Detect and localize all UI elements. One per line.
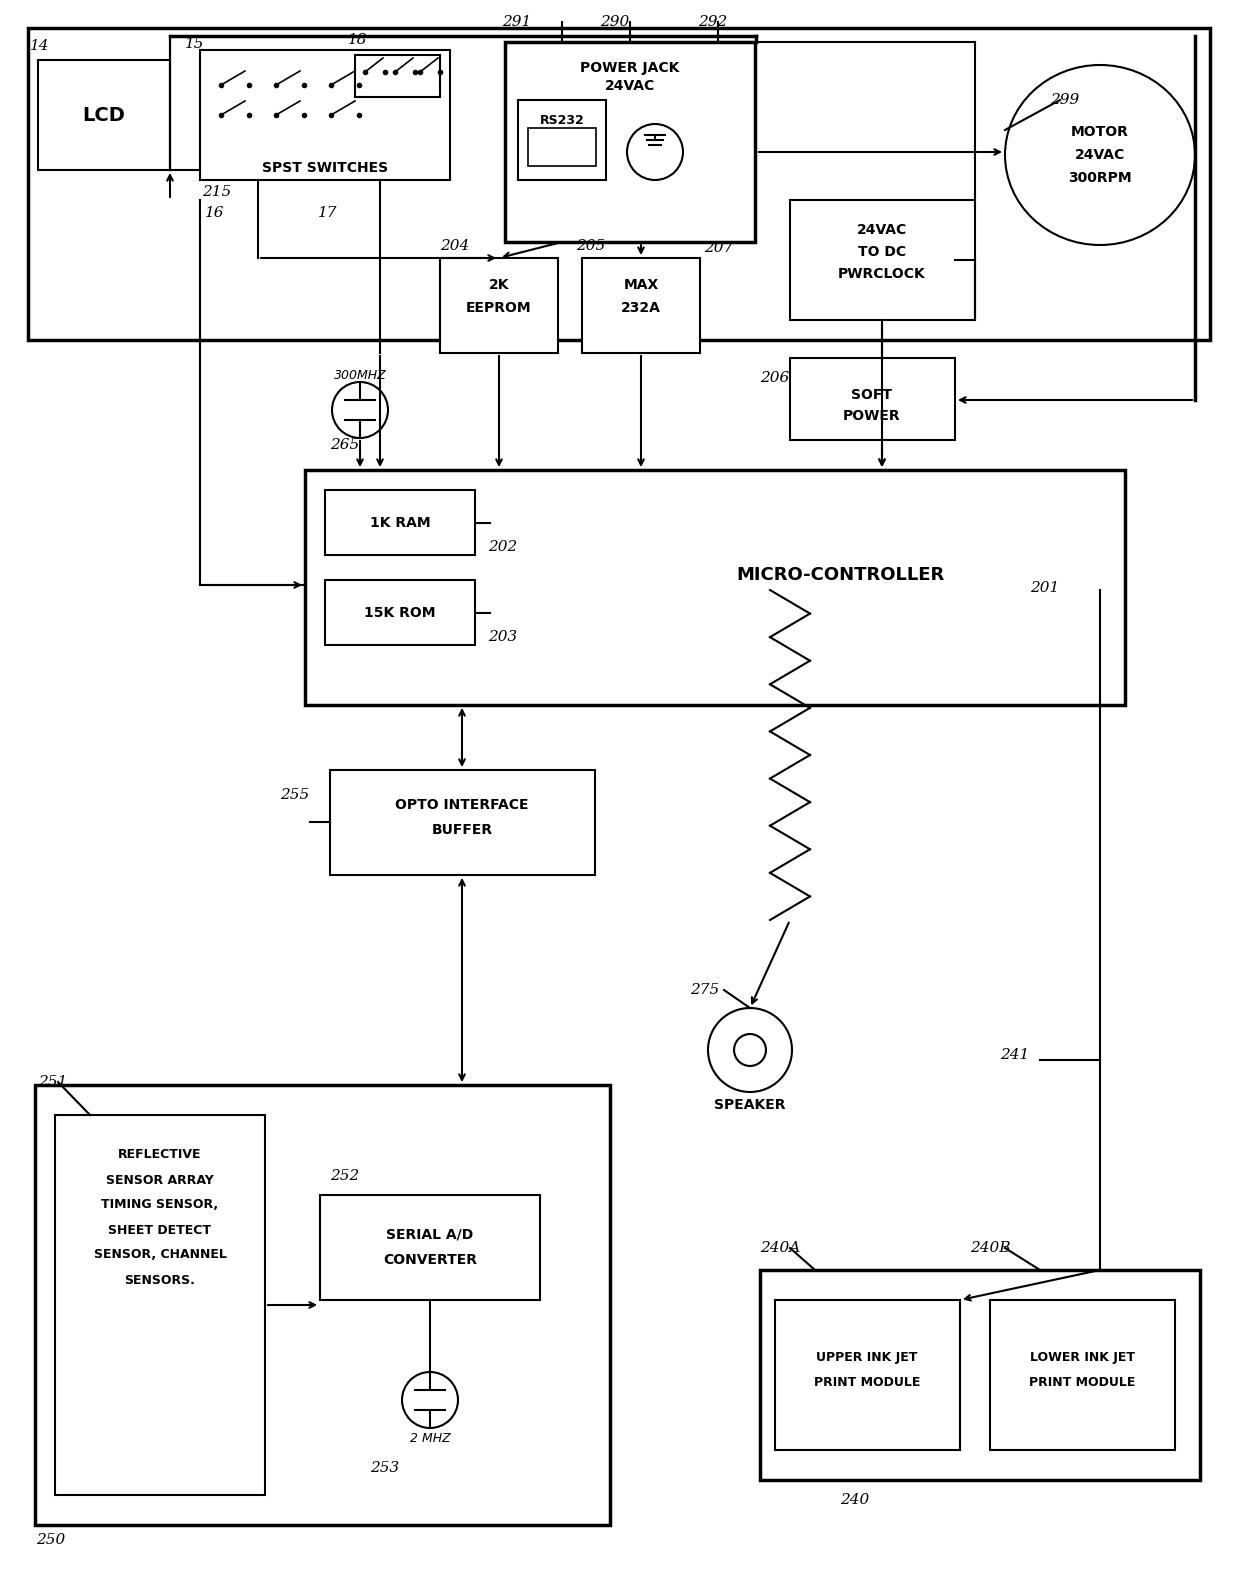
Bar [325, 490, 475, 555]
Text: POWER JACK: POWER JACK [580, 61, 680, 76]
Bar [330, 771, 595, 875]
Text: SENSOR, CHANNEL: SENSOR, CHANNEL [93, 1248, 227, 1261]
Text: 253: 253 [370, 1461, 399, 1475]
Bar [320, 1195, 539, 1300]
Text: LOWER INK JET: LOWER INK JET [1029, 1352, 1135, 1365]
Bar [790, 200, 975, 320]
Bar [760, 1270, 1200, 1480]
Text: 203: 203 [489, 630, 517, 645]
Text: 265: 265 [330, 438, 360, 452]
Bar [440, 258, 558, 353]
Text: 24VAC: 24VAC [605, 79, 655, 93]
Bar [325, 580, 475, 645]
Text: SOFT: SOFT [852, 388, 893, 402]
Text: 24VAC: 24VAC [857, 222, 908, 236]
Text: 17: 17 [317, 206, 337, 221]
Text: TO DC: TO DC [858, 244, 906, 258]
Text: 15K ROM: 15K ROM [365, 607, 435, 619]
Text: 251: 251 [38, 1075, 67, 1089]
Text: 202: 202 [489, 541, 517, 555]
Bar [505, 43, 755, 243]
Text: 300MHZ: 300MHZ [334, 369, 387, 381]
Bar [518, 99, 606, 180]
Text: PWRCLOCK: PWRCLOCK [838, 266, 926, 281]
Text: 206: 206 [760, 370, 789, 385]
Bar [305, 470, 1125, 704]
Text: PRINT MODULE: PRINT MODULE [1029, 1376, 1135, 1388]
Text: CONVERTER: CONVERTER [383, 1253, 477, 1267]
Text: 16: 16 [205, 206, 224, 221]
Bar [55, 1114, 265, 1496]
Ellipse shape [1004, 65, 1195, 244]
Text: 241: 241 [999, 1048, 1029, 1062]
Text: 207: 207 [704, 241, 733, 255]
Bar [790, 358, 955, 440]
Text: 292: 292 [698, 16, 727, 28]
Text: 291: 291 [502, 16, 531, 28]
Text: 240: 240 [839, 1492, 869, 1507]
Text: REFLECTIVE: REFLECTIVE [118, 1149, 202, 1162]
Text: OPTO INTERFACE: OPTO INTERFACE [396, 797, 528, 812]
Text: 240A: 240A [760, 1240, 800, 1254]
Text: 201: 201 [1030, 582, 1059, 596]
Text: 205: 205 [577, 240, 605, 254]
Text: 18: 18 [348, 33, 367, 47]
Text: 232A: 232A [621, 301, 661, 315]
Text: 252: 252 [330, 1169, 360, 1184]
Text: SPEAKER: SPEAKER [714, 1098, 786, 1113]
Bar [582, 258, 701, 353]
Text: 24VAC: 24VAC [1075, 148, 1125, 162]
Text: MAX: MAX [624, 277, 658, 292]
Text: SENSORS.: SENSORS. [124, 1273, 196, 1286]
Text: MICRO-CONTROLLER: MICRO-CONTROLLER [735, 566, 944, 585]
Text: 2K: 2K [489, 277, 510, 292]
Text: 300RPM: 300RPM [1068, 172, 1132, 184]
Text: EEPROM: EEPROM [466, 301, 532, 315]
Text: TIMING SENSOR,: TIMING SENSOR, [102, 1198, 218, 1212]
Text: 215: 215 [202, 184, 231, 199]
Text: RS232: RS232 [539, 113, 584, 126]
Text: SENSOR ARRAY: SENSOR ARRAY [107, 1174, 213, 1187]
Text: 255: 255 [280, 788, 309, 802]
Text: UPPER INK JET: UPPER INK JET [816, 1352, 918, 1365]
Bar [38, 60, 170, 170]
Text: 1K RAM: 1K RAM [370, 515, 430, 530]
Text: SHEET DETECT: SHEET DETECT [109, 1223, 212, 1237]
Text: 2 MHZ: 2 MHZ [409, 1431, 450, 1445]
Bar [775, 1300, 960, 1450]
Text: LCD: LCD [83, 106, 125, 125]
Bar [528, 128, 596, 165]
Text: BUFFER: BUFFER [432, 823, 492, 837]
Bar [29, 28, 1210, 340]
Text: 275: 275 [689, 983, 719, 998]
Text: 290: 290 [600, 16, 629, 28]
Text: 15: 15 [185, 36, 205, 50]
Text: 250: 250 [36, 1533, 66, 1548]
Bar [200, 50, 450, 180]
Text: SPST SWITCHES: SPST SWITCHES [262, 161, 388, 175]
Text: POWER: POWER [843, 410, 900, 422]
Text: 240B: 240B [970, 1240, 1011, 1254]
Text: 204: 204 [440, 240, 469, 254]
Bar [990, 1300, 1176, 1450]
Text: MOTOR: MOTOR [1071, 125, 1128, 139]
Text: 14: 14 [30, 39, 50, 54]
Text: SERIAL A/D: SERIAL A/D [387, 1228, 474, 1242]
Bar [355, 55, 440, 98]
Text: PRINT MODULE: PRINT MODULE [813, 1376, 920, 1388]
Bar [35, 1084, 610, 1526]
Text: 299: 299 [1050, 93, 1079, 107]
